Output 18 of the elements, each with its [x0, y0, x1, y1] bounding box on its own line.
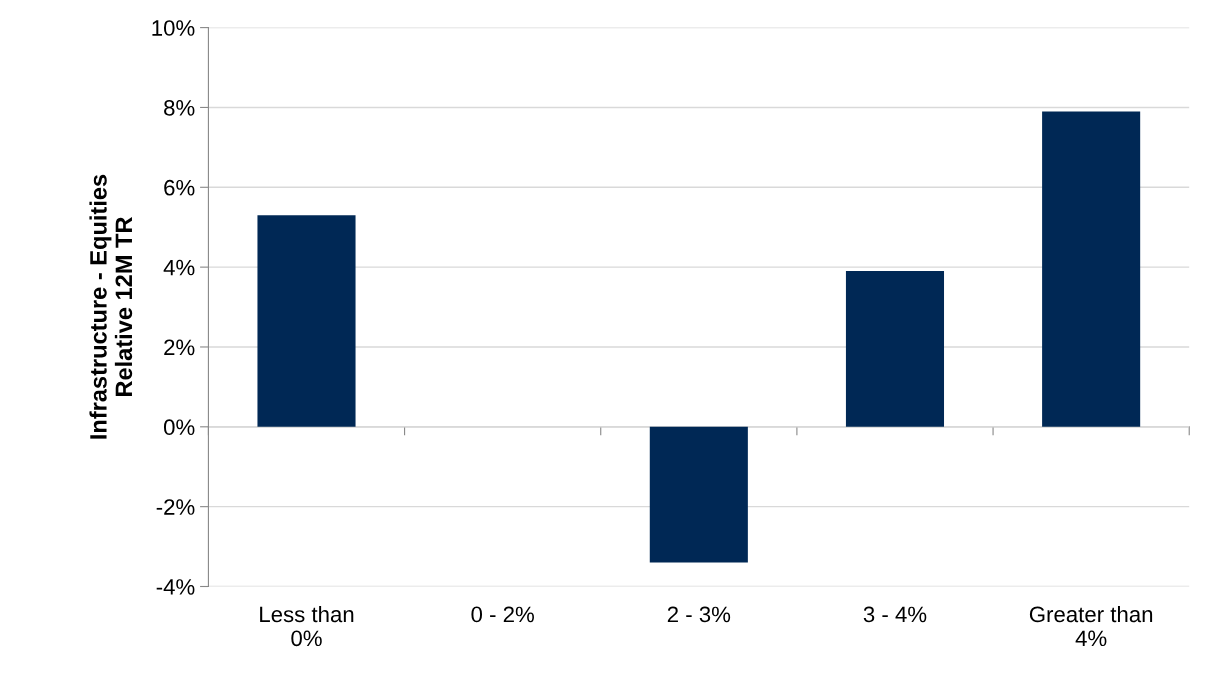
bar [1042, 111, 1141, 427]
y-tick-label: 4% [163, 259, 195, 276]
bar [845, 271, 945, 427]
y-tick-label: 10% [152, 20, 195, 36]
x-tick-label: 0 - 2% [471, 606, 534, 623]
y-tick-label: 6% [164, 179, 195, 196]
y-tick-label: -4% [156, 579, 195, 595]
x-tick-label: Less than 0% [260, 605, 354, 647]
y-tick-label: 8% [164, 99, 195, 116]
x-tick-label: 3 - 4% [863, 606, 927, 623]
x-tick-label: Greater than 4% [1029, 605, 1153, 647]
y-tick-label: 0% [163, 419, 195, 436]
y-tick-label: 2% [164, 339, 195, 356]
x-tick-label: 2 - 3% [667, 606, 731, 623]
y-axis-title: Infrastructure - Equities Relative 12M TR [89, 174, 133, 439]
bar [257, 215, 356, 427]
y-tick-label: -2% [156, 499, 195, 515]
bar [649, 426, 748, 563]
